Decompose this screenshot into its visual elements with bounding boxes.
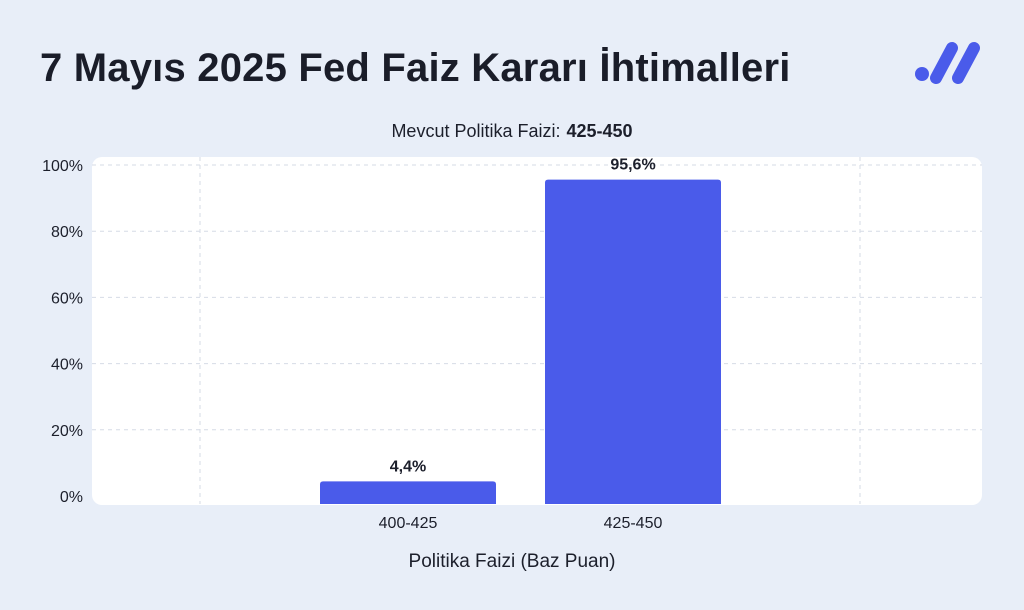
- y-tick-label: 40%: [51, 357, 83, 374]
- bar-400-425: [320, 481, 496, 504]
- y-tick-label: 60%: [51, 290, 83, 307]
- y-tick-label: 100%: [42, 158, 83, 175]
- x-tick-label: 400-425: [379, 515, 438, 532]
- chart-title: 7 Mayıs 2025 Fed Faiz Kararı İhtimalleri: [40, 46, 791, 90]
- chart-subtitle: Mevcut Politika Faizi: 425-450: [0, 121, 1024, 142]
- brand-logo-icon: [915, 42, 980, 84]
- plot-area: [92, 157, 982, 505]
- current-rate-value: 425-450: [566, 121, 633, 141]
- y-tick-label: 80%: [51, 224, 83, 241]
- x-axis-ticks: 400-425 425-450: [379, 515, 663, 532]
- bar-value-label: 4,4%: [390, 458, 426, 475]
- y-tick-label: 0%: [60, 489, 83, 506]
- gridlines: [92, 157, 982, 504]
- current-rate-label: Mevcut Politika Faizi:: [391, 121, 561, 141]
- y-axis-ticks: 0% 20% 40% 60% 80% 100%: [42, 158, 83, 506]
- y-tick-label: 20%: [51, 423, 83, 440]
- x-tick-label: 425-450: [604, 515, 663, 532]
- bar-425-450: [545, 179, 721, 504]
- x-axis-title: Politika Faizi (Baz Puan): [408, 551, 616, 572]
- bars: 4,4% 95,6%: [320, 157, 721, 504]
- bar-value-label: 95,6%: [610, 157, 655, 174]
